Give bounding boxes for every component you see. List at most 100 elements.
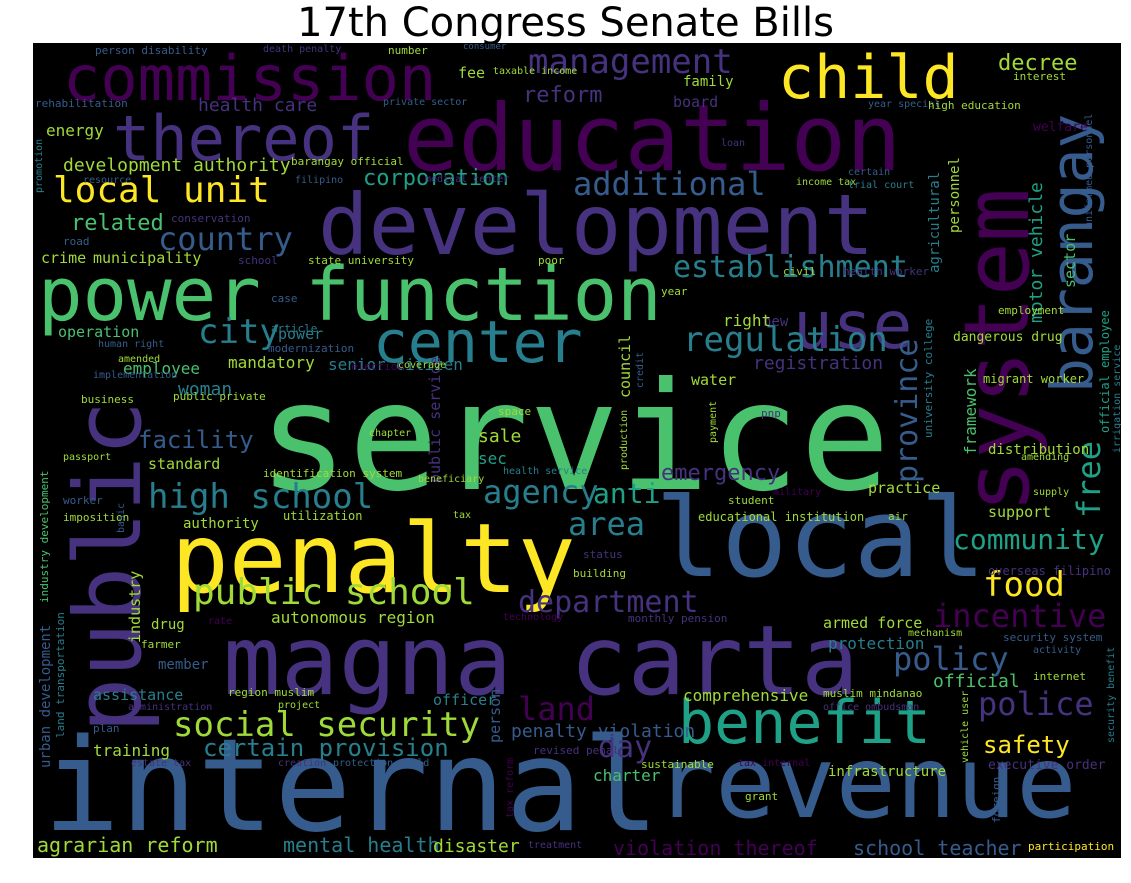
word-woman: woman	[178, 379, 233, 400]
word-payment: payment	[708, 400, 719, 443]
word-worker: worker	[63, 494, 103, 507]
word-number: number	[388, 44, 428, 57]
word-activity: activity	[1033, 645, 1082, 656]
word-rate: rate	[208, 616, 233, 627]
word-student: student	[728, 494, 775, 507]
word-credit: credit	[635, 351, 646, 388]
word-chapter: chapter	[369, 428, 412, 439]
word-benefit: benefit	[678, 688, 931, 758]
word-health-service: health service	[503, 466, 588, 477]
word-agricultural: agricultural	[927, 171, 943, 273]
word-mental-health: mental health	[283, 833, 440, 857]
word-technology: technology	[503, 612, 564, 623]
word-modernization: modernization	[268, 342, 355, 355]
word-authority: authority	[183, 516, 259, 532]
word-member: member	[158, 657, 209, 673]
word-human-right: human right	[98, 339, 165, 350]
word-penalty: penalty	[171, 503, 576, 615]
word-infrastructure: infrastructure	[828, 764, 947, 780]
word-foreign: foreign	[990, 776, 1003, 823]
word-community: community	[953, 523, 1105, 556]
word-armed-force: armed force	[823, 614, 923, 632]
word-food: food	[983, 565, 1065, 605]
word-sector: sector	[1061, 233, 1079, 288]
word-area: area	[568, 505, 646, 543]
word-beneficiary: beneficiary	[418, 474, 485, 485]
word-official-employee: official employee	[1098, 310, 1112, 433]
word-distribution: distribution	[988, 442, 1090, 458]
word-filipino: filipino	[295, 175, 344, 186]
word-administration: administration	[128, 702, 213, 713]
word-executive-order: executive order	[988, 758, 1106, 773]
word-decree: decree	[998, 51, 1078, 76]
word-revenue: revenue	[655, 724, 1077, 841]
word-city: city	[198, 312, 280, 352]
word-migrant-worker: migrant worker	[983, 372, 1085, 386]
word-officer: officer	[433, 691, 497, 709]
word-space: space	[498, 405, 532, 418]
word-participation: participation	[1028, 840, 1115, 853]
word-person-disability: person disability	[95, 44, 208, 57]
word-military: military	[773, 487, 822, 498]
word-new: new	[763, 314, 789, 330]
word-assistance: assistance	[93, 686, 184, 704]
word-amending: amending	[1021, 452, 1070, 463]
word-promotion: promotion	[34, 138, 45, 193]
word-right: right	[723, 311, 772, 330]
word-vehicle-user: vehicle user	[960, 690, 971, 763]
word-monthly-pension: monthly pension	[628, 612, 728, 625]
word-family: family	[683, 74, 734, 90]
word-estate-tax: estate tax	[131, 758, 192, 769]
word-training: training	[93, 741, 171, 760]
word-magna-carta: magna carta	[223, 605, 859, 717]
word-identification-system: identification system	[263, 467, 403, 480]
word-loan: loan	[721, 138, 746, 149]
word-industry-development: industry development	[38, 470, 51, 603]
word-protection-child: protection child	[333, 758, 430, 769]
word-supply: supply	[1033, 487, 1070, 498]
word-country: country	[158, 220, 293, 258]
word-mandatory: mandatory	[228, 353, 315, 372]
word-protection: protection	[828, 634, 925, 653]
word-case: case	[271, 292, 298, 305]
word-project: project	[278, 700, 321, 711]
word-dangerous-drug: dangerous drug	[953, 330, 1063, 345]
word-interest: interest	[1013, 70, 1066, 83]
word-official: official	[933, 671, 1020, 692]
word-person: person	[486, 688, 504, 743]
word-amended: amended	[118, 354, 161, 365]
word-anti: anti	[593, 477, 661, 510]
word-province: province	[890, 338, 925, 484]
word-policy: policy	[893, 640, 1009, 678]
word-region-muslim: region muslim	[228, 686, 315, 699]
word-urban-development: urban development	[38, 624, 54, 768]
word-use: use	[793, 287, 913, 364]
word-public-school: public school	[193, 572, 475, 613]
word-agency: agency	[483, 473, 599, 511]
word-security-system: security system	[1003, 631, 1103, 644]
word-violation-thereof: violation thereof	[613, 836, 818, 858]
word-business: business	[81, 393, 134, 406]
word-practice: practice	[868, 479, 941, 497]
word-emergency: emergency	[661, 461, 781, 486]
word-senior-citizen: senior citizen	[328, 355, 463, 374]
word-power-function: power function	[38, 252, 662, 338]
word-development: development	[318, 176, 875, 274]
word-reform: reform	[523, 83, 603, 108]
word-energy: energy	[46, 121, 104, 140]
word-office-ombudsman: office ombudsman	[823, 702, 920, 713]
word-certain: certain	[848, 167, 891, 178]
word-irrigation-service: irrigation service	[1112, 344, 1121, 453]
word-related: related	[71, 211, 164, 236]
word-standard: standard	[148, 455, 221, 473]
word-high-education: high education	[928, 99, 1021, 112]
word-penalty-violation: penalty violation	[511, 721, 696, 742]
word-incentive: incentive	[933, 597, 1107, 635]
word-passport: passport	[63, 452, 112, 463]
word-drug: drug	[151, 617, 185, 633]
word-registration: registration	[753, 353, 884, 374]
word-creation: creation	[278, 758, 327, 769]
word-safety: safety	[983, 731, 1070, 759]
word-public-service: public service	[426, 356, 444, 483]
word-corporation: corporation	[363, 166, 509, 191]
